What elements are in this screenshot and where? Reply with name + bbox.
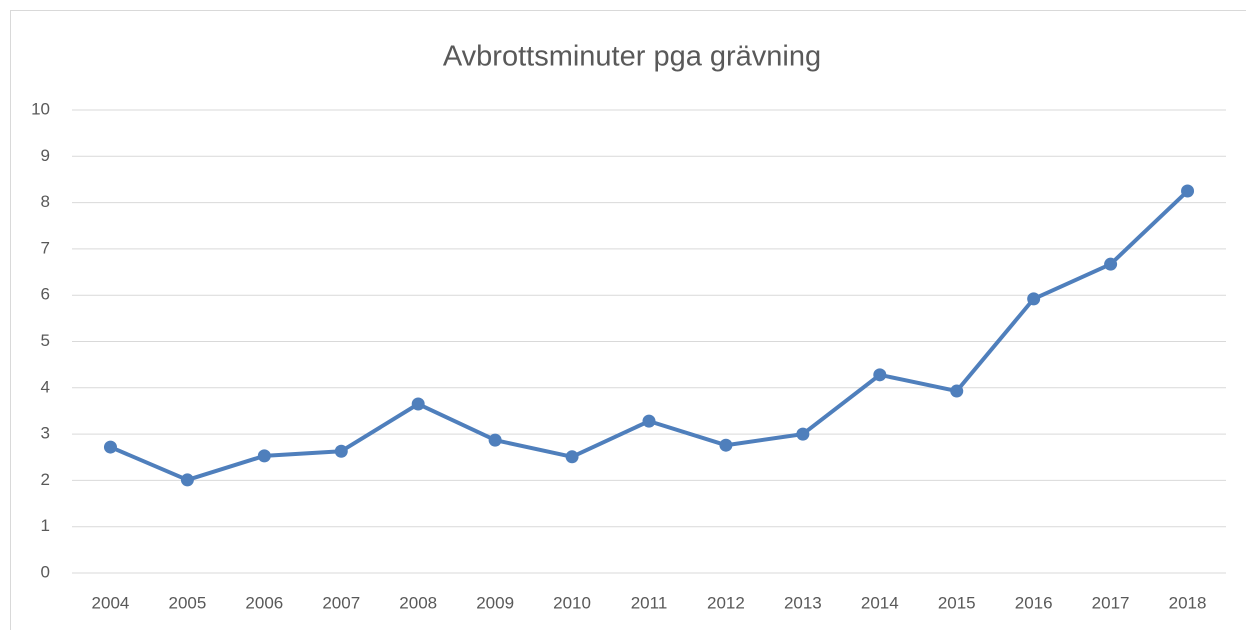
chart-frame [10,10,1246,630]
y-tick-label: 3 [41,424,50,443]
data-point [180,473,194,487]
x-tick-label: 2013 [784,593,822,612]
x-tick-label: 2016 [1015,593,1053,612]
data-point [257,449,271,463]
x-tick-label: 2009 [476,593,514,612]
y-tick-label: 1 [41,516,50,535]
x-tick-label: 2017 [1092,593,1130,612]
data-point [103,440,117,454]
x-tick-label: 2008 [399,593,437,612]
x-tick-label: 2011 [631,593,668,612]
x-tick-label: 2018 [1169,593,1207,612]
x-tick-label: 2006 [245,593,283,612]
chart-title: Avbrottsminuter pga grävning [443,41,821,73]
data-point [334,444,348,458]
y-tick-label: 7 [41,238,50,257]
x-tick-label: 2005 [168,593,206,612]
x-tick-label: 2012 [707,593,745,612]
x-tick-label: 2007 [322,593,360,612]
y-tick-label: 5 [41,331,50,350]
data-point [950,384,964,398]
y-tick-label: 4 [41,377,50,396]
data-point [642,414,656,428]
data-line [108,189,1190,482]
x-tick-label: 2014 [861,593,899,612]
y-tick-label: 0 [41,562,50,581]
data-point [488,433,502,447]
y-tick-label: 9 [41,146,50,165]
x-tick-label: 2015 [938,593,976,612]
y-tick-label: 8 [41,192,50,211]
data-point [796,427,810,441]
x-tick-label: 2004 [92,593,130,612]
y-tick-label: 2 [41,470,50,489]
data-point [565,450,579,464]
y-tick-label: 6 [41,285,50,304]
x-tick-label: 2010 [553,593,591,612]
y-tick-label: 10 [31,99,50,118]
data-point [1027,292,1041,306]
data-point [1181,184,1195,198]
data-point [1104,257,1118,271]
data-point [719,438,733,452]
data-point [873,368,887,382]
data-point [411,397,425,411]
